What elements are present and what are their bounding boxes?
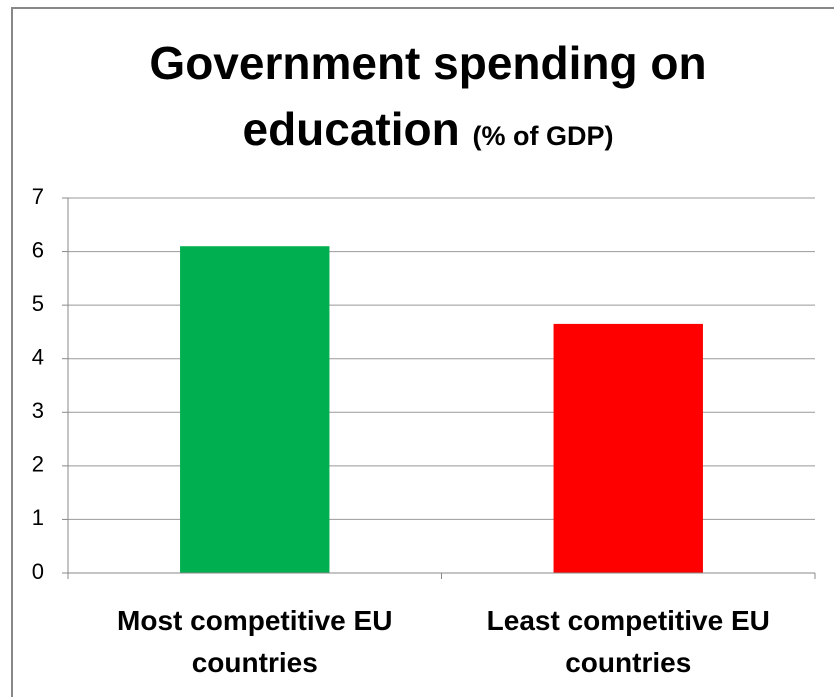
chart-frame	[11, 7, 834, 697]
y-tick-label: 2	[32, 452, 44, 477]
x-tick-label: Most competitive EU countries	[117, 605, 393, 678]
y-tick-label: 5	[32, 291, 44, 316]
x-tick-label: Least competitive EU countries	[486, 605, 770, 678]
y-tick-label: 7	[32, 184, 44, 209]
y-tick-label: 1	[32, 505, 44, 530]
y-tick-label: 6	[32, 237, 44, 262]
y-tick-label: 3	[32, 398, 44, 423]
chart-title: Government spending on education	[149, 37, 707, 155]
bar	[553, 323, 703, 573]
y-tick-label: 4	[32, 345, 44, 370]
y-tick-label: 0	[32, 559, 44, 584]
chart-subtitle: (% of GDP)	[472, 121, 614, 151]
bar	[180, 246, 330, 573]
title-block: Government spending on education (% of G…	[128, 30, 728, 169]
